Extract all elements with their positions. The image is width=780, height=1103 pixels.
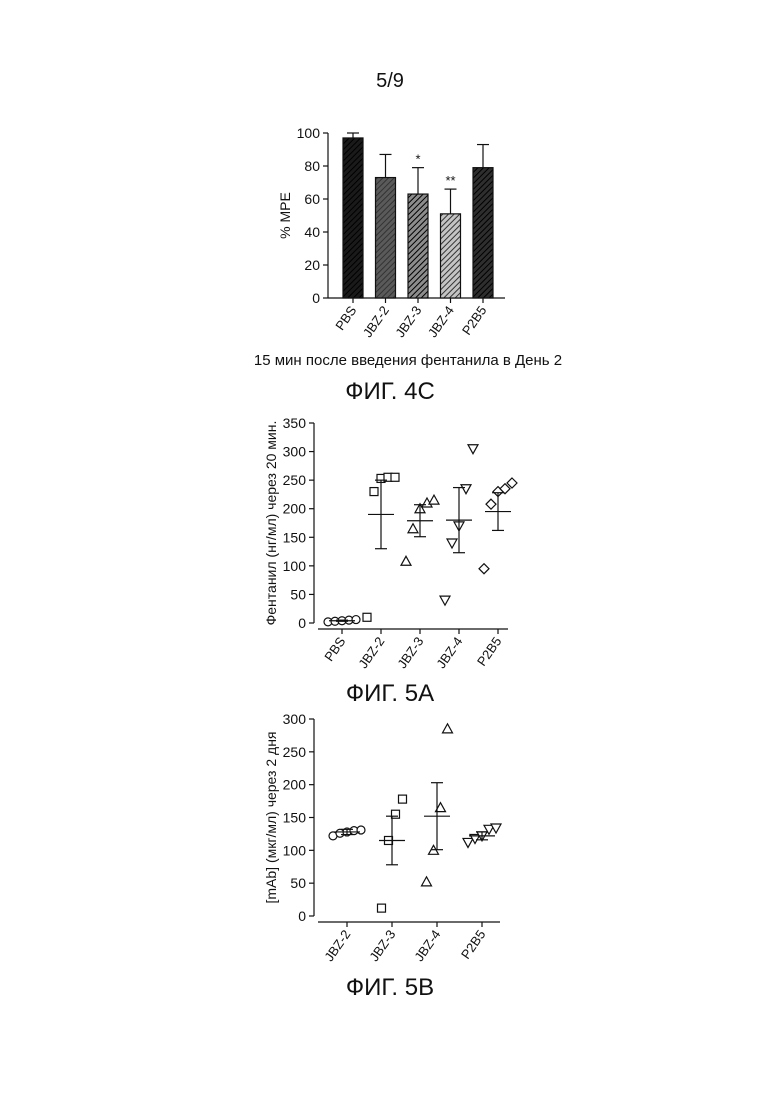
data-point-P2B5: [486, 499, 496, 509]
x-tick-label: PBS: [321, 634, 348, 664]
y-tick-label: 100: [283, 842, 307, 858]
bar-P2B5: [473, 168, 493, 298]
data-point-JBZ-2: [363, 613, 371, 621]
bar-JBZ-4: [441, 214, 461, 298]
y-tick-label: 20: [304, 257, 320, 273]
data-point-JBZ-2: [370, 488, 378, 496]
y-tick-label: 200: [283, 501, 307, 517]
data-point-JBZ-3: [408, 524, 418, 533]
data-point-JBZ-4: [468, 445, 478, 454]
y-tick-label: 80: [304, 158, 320, 174]
x-tick-label: P2B5: [474, 634, 505, 669]
figure-caption-5a: ФИГ. 5A: [0, 680, 780, 708]
data-point-JBZ-3: [401, 556, 411, 565]
x-tick-label: PBS: [332, 303, 359, 333]
x-tick-label: JBZ-3: [366, 927, 398, 964]
figure-caption-4c: ФИГ. 4C: [0, 378, 780, 406]
data-point-JBZ-2: [391, 473, 399, 481]
x-tick-label: JBZ-2: [321, 927, 353, 964]
x-tick-label: JBZ-2: [360, 303, 392, 340]
y-tick-label: 300: [283, 711, 307, 727]
y-axis-label: Фентанил (нг/мл) через 20 мин.: [263, 421, 279, 626]
x-tick-label: JBZ-4: [411, 927, 443, 964]
data-point-P2B5: [463, 838, 473, 847]
data-point-JBZ-4: [422, 877, 432, 886]
y-axis-label: % MPE: [277, 192, 293, 239]
bar-PBS: [343, 138, 363, 298]
data-point-P2B5: [479, 564, 489, 574]
y-tick-label: 200: [283, 777, 307, 793]
y-tick-label: 0: [298, 908, 306, 924]
y-tick-label: 250: [283, 472, 307, 488]
data-point-JBZ-4: [443, 724, 453, 733]
x-axis-label: 15 мин после введения фентанила в День 2: [254, 352, 562, 369]
y-tick-label: 0: [298, 615, 306, 631]
figure-caption-5b: ФИГ. 5B: [0, 974, 780, 1002]
y-tick-label: 150: [283, 529, 307, 545]
y-tick-label: 250: [283, 744, 307, 760]
data-point-JBZ-4: [461, 485, 471, 494]
y-tick-label: 350: [283, 415, 307, 431]
y-tick-label: 100: [297, 125, 321, 141]
y-tick-label: 40: [304, 224, 320, 240]
y-tick-label: 50: [290, 875, 306, 891]
x-tick-label: P2B5: [458, 927, 489, 962]
data-point-JBZ-4: [440, 596, 450, 605]
bar-JBZ-3: [408, 194, 428, 298]
y-axis-label: [mAb] (мкг/мл) через 2 дня: [263, 731, 279, 903]
x-tick-label: P2B5: [459, 303, 490, 338]
data-point-JBZ-3: [399, 795, 407, 803]
data-point-PBS: [352, 616, 360, 624]
x-tick-label: JBZ-4: [425, 303, 457, 340]
x-tick-label: JBZ-2: [355, 634, 387, 671]
data-point-JBZ-4: [447, 539, 457, 548]
y-tick-label: 0: [312, 290, 320, 306]
significance-mark: *: [415, 152, 420, 167]
x-tick-label: JBZ-3: [394, 634, 426, 671]
data-point-JBZ-3: [378, 904, 386, 912]
y-tick-label: 150: [283, 810, 307, 826]
y-tick-label: 60: [304, 191, 320, 207]
x-tick-label: JBZ-3: [392, 303, 424, 340]
data-point-JBZ-2: [357, 826, 365, 834]
x-tick-label: JBZ-4: [433, 634, 465, 671]
y-tick-label: 300: [283, 444, 307, 460]
significance-mark: **: [445, 173, 455, 188]
data-point-JBZ-3: [392, 810, 400, 818]
bar-JBZ-2: [376, 178, 396, 298]
y-tick-label: 50: [290, 586, 306, 602]
y-tick-label: 100: [283, 558, 307, 574]
data-point-JBZ-3: [429, 495, 439, 504]
